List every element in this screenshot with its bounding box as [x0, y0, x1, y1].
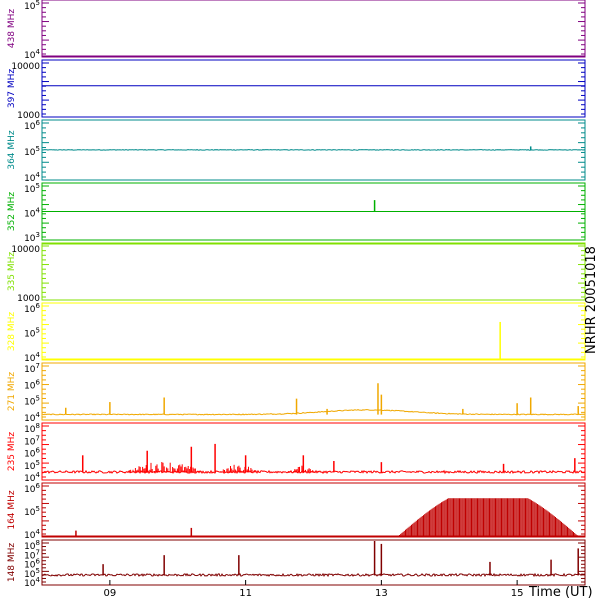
- x-tick-label: 11: [239, 588, 252, 599]
- y-tick-label: 10000: [11, 245, 40, 255]
- panel-frame: [41, 362, 586, 421]
- x-axis-title: Time (UT): [528, 585, 593, 600]
- x-axis: 09 11 13 15: [104, 580, 524, 599]
- panel-y-ticks: [42, 485, 585, 535]
- panel-name: 235 MHz: [7, 432, 17, 472]
- y-tick-label: 103: [24, 231, 40, 244]
- y-tick-label: 1000: [17, 294, 40, 304]
- data-trace: [41, 408, 586, 416]
- y-tick-label: 108: [24, 422, 40, 435]
- data-trace: [41, 572, 586, 578]
- x-tick-label: 15: [511, 588, 524, 599]
- panel-name: 352 MHz: [7, 192, 17, 232]
- panel-name: 328 MHz: [7, 312, 17, 352]
- panel-y-ticks: [42, 2, 585, 55]
- panel-name: 164 MHz: [7, 490, 17, 530]
- y-tick-label: 105: [24, 327, 40, 340]
- y-tick-label: 105: [24, 145, 40, 158]
- panel-frame: [41, 242, 586, 301]
- panel-name: 335 MHz: [7, 252, 17, 292]
- panel-name: 364 MHz: [7, 130, 17, 170]
- y-tick-label: 105: [24, 505, 40, 518]
- y-tick-label: 108: [24, 539, 40, 552]
- panel-438-mhz: 104 105 438 MHz: [7, 0, 586, 61]
- panel-frame: [41, 482, 586, 538]
- y-tick-label: 107: [24, 362, 40, 375]
- y-tick-label: 1000: [17, 111, 40, 121]
- y-tick-label: 107: [24, 434, 40, 447]
- panel-frame: [41, 59, 586, 118]
- y-tick-label: 104: [24, 576, 40, 589]
- panel-name: 397 MHz: [7, 69, 17, 109]
- data-burst: [399, 498, 578, 536]
- panel-y-ticks: [42, 305, 585, 358]
- panel-271-mhz: 104 105 106 107 271 MHz: [7, 362, 586, 424]
- y-tick-label: 106: [24, 558, 40, 571]
- panel-328-mhz: 104 105 106 328 MHz: [7, 302, 586, 364]
- y-tick-label: 104: [24, 411, 40, 424]
- panel-y-ticks: [42, 365, 585, 418]
- panel-164-mhz: 104 105 106 164 MHz: [7, 482, 586, 541]
- y-tick-label: 104: [24, 48, 40, 61]
- y-tick-label: 104: [24, 351, 40, 364]
- side-label: NRHR 20051018: [584, 246, 599, 354]
- y-tick-label: 105: [24, 459, 40, 472]
- panel-y-ticks: [42, 62, 585, 115]
- y-tick-label: 106: [24, 302, 40, 315]
- x-tick-label: 13: [375, 588, 388, 599]
- y-tick-label: 106: [24, 378, 40, 391]
- data-trace: [41, 149, 586, 151]
- panel-frame: [41, 302, 586, 361]
- y-tick-label: 10000: [11, 62, 40, 72]
- panel-364-mhz: 104 105 106 364 MHz: [7, 119, 586, 184]
- panel-frame: [41, 0, 586, 58]
- data-burst: [124, 462, 205, 473]
- y-tick-label: 105: [24, 567, 40, 580]
- y-tick-label: 104: [24, 471, 40, 484]
- y-tick-label: 104: [24, 171, 40, 184]
- panel-y-ticks: [42, 245, 585, 298]
- x-tick-label: 09: [104, 588, 117, 599]
- panel-name: 271 MHz: [7, 372, 17, 412]
- panel-y-ticks: [42, 425, 585, 478]
- data-burst: [219, 464, 259, 473]
- y-tick-label: 105: [24, 0, 40, 12]
- panel-frame: [41, 422, 586, 481]
- y-tick-label: 105: [24, 182, 40, 195]
- y-tick-label: 106: [24, 482, 40, 495]
- panel-352-mhz: 103 104 105 352 MHz: [7, 182, 586, 244]
- y-tick-label: 105: [24, 395, 40, 408]
- y-tick-label: 106: [24, 447, 40, 460]
- panel-name: 148 MHz: [7, 543, 17, 583]
- panel-name: 438 MHz: [7, 9, 17, 49]
- y-tick-label: 104: [24, 207, 40, 220]
- panel-frame: [41, 539, 586, 586]
- y-tick-label: 104: [24, 528, 40, 541]
- y-tick-label: 107: [24, 548, 40, 561]
- panel-y-ticks: [42, 122, 585, 178]
- y-tick-label: 106: [24, 119, 40, 132]
- panel-y-ticks: [42, 185, 585, 238]
- panel-y-ticks: [42, 542, 585, 583]
- data-burst: [288, 465, 321, 473]
